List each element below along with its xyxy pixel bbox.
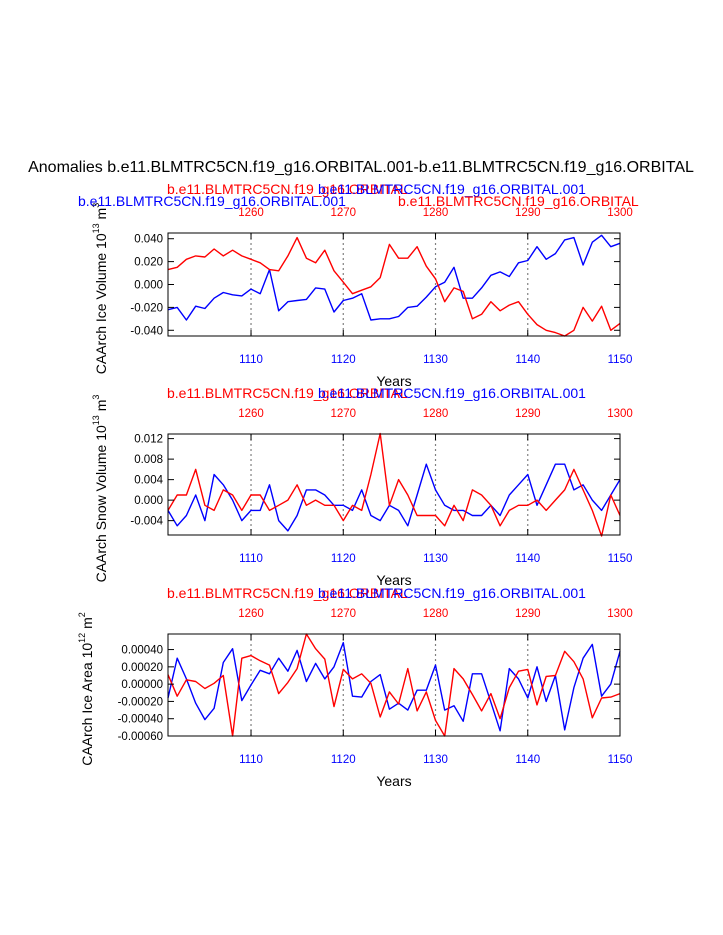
- x-tick-label: 1130: [423, 754, 448, 766]
- top-tick-label: 1260: [238, 408, 264, 420]
- panel-ice-area: -0.00060 -0.00040 -0.00020 0.00000 0.00020 0.…: [77, 585, 633, 789]
- x-tick-label: 1120: [331, 553, 356, 565]
- y-axis-label-unit: m: [93, 400, 109, 416]
- x-tick-label: 1120: [331, 354, 356, 366]
- y-axis-label-exp: 13: [91, 415, 101, 425]
- y-tick-label: 0.00020: [121, 662, 163, 674]
- x-tick-label: 1150: [608, 754, 633, 766]
- series-line-red: [167, 432, 621, 537]
- y-tick-label: 0.00000: [121, 679, 163, 691]
- plot-frame: [167, 433, 621, 536]
- x-tick-label: 1140: [515, 553, 540, 565]
- top-tick-label: 1270: [330, 608, 356, 620]
- y-axis-label-main: CAArch Snow Volume 10: [93, 425, 109, 582]
- x-tick-label: 1120: [331, 754, 356, 766]
- x-tick-label: 1140: [515, 354, 540, 366]
- y-axis-label: CAArch Ice Volume 1013 m3: [91, 203, 109, 374]
- series-line-red: [167, 236, 621, 337]
- top-tick-label: 1270: [330, 207, 356, 219]
- y-axis-label-main: CAArch Ice Area 10: [79, 643, 95, 766]
- main-title: Anomalies b.e11.BLMTRC5CN.f19_g16.ORBITA…: [28, 159, 694, 176]
- y-tick-label: 0.012: [134, 434, 163, 446]
- top-tick-label: 1290: [515, 408, 541, 420]
- plot-frame: [167, 232, 621, 337]
- top-tick-label: 1280: [423, 207, 449, 219]
- panel-snow-volume: -0.004 0.000 0.004 0.008 0.012 1110 1120 1130 11…: [91, 385, 633, 588]
- y-axis-label: CAArch Snow Volume 1013 m3: [91, 395, 109, 583]
- top-tick-label: 1300: [607, 207, 633, 219]
- x-axis-label: Years: [376, 373, 411, 389]
- y-tick-label: 0.008: [134, 454, 163, 466]
- x-tick-label: 1110: [239, 354, 263, 366]
- top-tick-label: 1270: [330, 408, 356, 420]
- x-axis-label: Years: [376, 773, 411, 789]
- title-red-upper: b.e11.BLMTRC5CN.f19_g16.ORBITAL: [167, 181, 408, 197]
- x-axis-label: Years: [376, 572, 411, 588]
- series-line-blue: [167, 234, 621, 321]
- y-tick-label: 0.000: [134, 495, 163, 507]
- y-tick-label: -0.020: [130, 302, 163, 314]
- y-tick-label: 0.000: [134, 280, 163, 292]
- y-axis-label-main: CAArch Ice Volume 10: [93, 233, 109, 374]
- series-line-blue: [167, 463, 621, 532]
- title-red: b.e11.BLMTRC5CN.f19_g16.ORBITAL: [167, 385, 408, 401]
- y-axis-label-unit-exp: 3: [91, 203, 101, 208]
- title-red: b.e11.BLMTRC5CN.f19_g16.ORBITAL: [167, 585, 408, 601]
- title-blue-upper: b.e11.BLMTRC5CN.f19_g16.ORBITAL.001: [318, 181, 586, 197]
- y-tick-label: 0.00040: [121, 645, 163, 657]
- x-tick-label: 1150: [608, 354, 633, 366]
- x-tick-label: 1110: [239, 553, 263, 565]
- top-tick-label: 1260: [238, 207, 264, 219]
- y-axis-label-unit: m: [93, 208, 109, 224]
- y-tick-label: -0.00020: [118, 696, 163, 708]
- y-axis-label: CAArch Ice Area 1012 m2: [77, 612, 95, 766]
- y-tick-label: 0.020: [134, 257, 163, 269]
- top-tick-label: 1290: [515, 207, 541, 219]
- top-tick-label: 1280: [423, 408, 449, 420]
- y-tick-label: -0.004: [130, 516, 163, 528]
- y-axis-label-unit-exp: 3: [91, 395, 101, 400]
- x-tick-label: 1110: [239, 754, 263, 766]
- top-tick-label: 1290: [515, 608, 541, 620]
- title-red: b.e11.BLMTRC5CN.f19_g16.ORBITAL: [398, 193, 639, 209]
- top-tick-label: 1300: [607, 608, 633, 620]
- y-tick-label: -0.00040: [118, 714, 163, 726]
- title-blue: b.e11.BLMTRC5CN.f19_g16.ORBITAL.001: [318, 585, 586, 601]
- series-line-blue: [167, 641, 621, 732]
- top-tick-label: 1300: [607, 408, 633, 420]
- y-axis-label-exp: 13: [91, 223, 101, 233]
- y-tick-label: -0.00060: [118, 731, 163, 743]
- series-line-red: [167, 633, 621, 737]
- y-axis-label-unit-exp: 2: [77, 612, 87, 617]
- y-tick-label: -0.040: [130, 325, 163, 337]
- y-tick-label: 0.040: [134, 234, 163, 246]
- x-tick-label: 1130: [423, 354, 448, 366]
- x-tick-label: 1130: [423, 553, 448, 565]
- top-tick-label: 1260: [238, 608, 264, 620]
- x-tick-label: 1140: [515, 754, 540, 766]
- panel-ice-volume: -0.040 -0.020 0.000 0.020 0.040 1110 1120 1130 1…: [78, 181, 639, 389]
- plot-frame: [167, 633, 621, 737]
- top-tick-label: 1280: [423, 608, 449, 620]
- y-axis-label-exp: 12: [77, 633, 87, 643]
- title-blue: b.e11.BLMTRC5CN.f19_g16.ORBITAL.001: [78, 193, 346, 209]
- x-tick-label: 1150: [608, 553, 633, 565]
- y-axis-label-unit: m: [79, 617, 95, 633]
- y-tick-label: 0.004: [134, 475, 163, 487]
- title-blue: b.e11.BLMTRC5CN.f19_g16.ORBITAL.001: [318, 385, 586, 401]
